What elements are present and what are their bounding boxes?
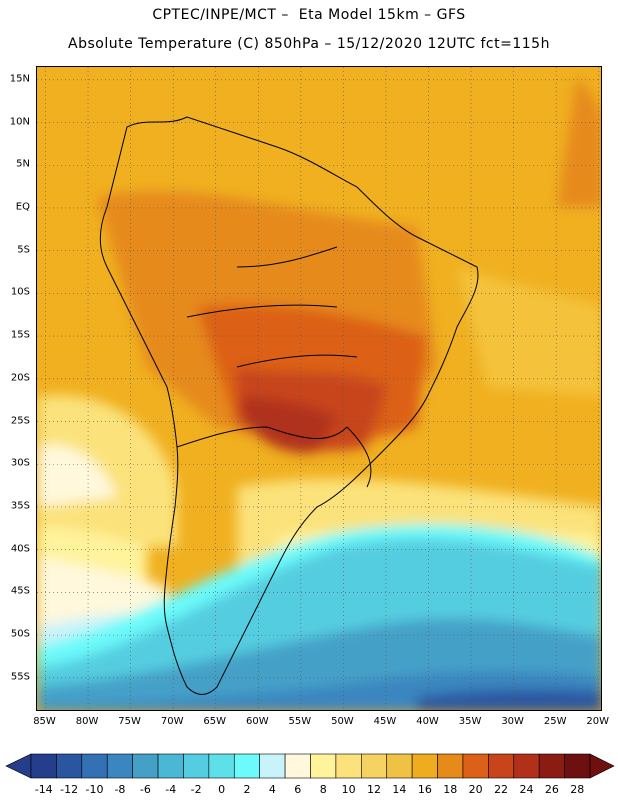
longitude-tick-label: 30W: [501, 716, 524, 727]
colorbar-tick-label: 18: [443, 783, 458, 796]
colorbar-swatch: [386, 753, 413, 779]
colorbar-swatch: [56, 753, 83, 779]
colorbar-swatch: [437, 753, 464, 779]
colorbar-swatch: [157, 753, 184, 779]
temperature-map: [36, 66, 602, 711]
colorbar-swatch: [310, 753, 337, 779]
colorbar-swatch: [284, 753, 311, 779]
longitude-tick-label: 35W: [458, 716, 482, 727]
map-subtitle: Absolute Temperature (C) 850hPa – 15/12/…: [68, 36, 550, 52]
colorbar-swatch: [106, 753, 133, 779]
latitude-tick-label: 20S: [10, 372, 30, 384]
latitude-tick-label: 5N: [16, 158, 30, 170]
colorbar-swatch: [513, 753, 540, 779]
colorbar-tick-label: -2: [190, 783, 202, 796]
longitude-tick-label: 70W: [160, 716, 184, 727]
colorbar-swatch: [183, 753, 210, 779]
latitude-tick-label: 15N: [9, 73, 30, 85]
latitude-tick-label: EQ: [15, 201, 30, 213]
latitude-tick-label: 50S: [10, 628, 30, 640]
longitude-tick-label: 20W: [586, 716, 610, 727]
colorbar-swatch: [81, 753, 108, 779]
latitude-tick-label: 45S: [10, 585, 30, 597]
colorbar-tick-label: -14: [34, 783, 53, 796]
colorbar-swatch: [538, 753, 565, 779]
latitude-tick-label: 30S: [10, 457, 30, 469]
colorbar-swatch: [208, 753, 235, 779]
latitude-tick-label: 40S: [10, 543, 30, 555]
colorbar-tick-label: -10: [85, 783, 104, 796]
map-title: CPTEC/INPE/MCT – Eta Model 15km – GFS: [152, 7, 466, 23]
colorbar-tick-label: 6: [294, 783, 302, 796]
latitude-tick-label: 15S: [10, 329, 30, 341]
latitude-tick-label: 35S: [10, 500, 30, 512]
colorbar-tick-label: 28: [570, 783, 585, 796]
colorbar-tick-label: -12: [60, 783, 79, 796]
colorbar-tick-label: 4: [268, 783, 276, 796]
latitude-tick-label: 10N: [9, 116, 30, 128]
longitude-tick-label: 45W: [373, 716, 397, 727]
colorbar-tick-label: 2: [243, 783, 251, 796]
colorbar-tick-label: 26: [544, 783, 559, 796]
colorbar-swatch: [259, 753, 286, 779]
colorbar-left-cap: [5, 753, 32, 779]
latitude-tick-label: 5S: [17, 244, 30, 256]
colorbar-swatch: [361, 753, 388, 779]
colorbar-swatch: [488, 753, 515, 779]
longitude-tick-label: 25W: [543, 716, 567, 727]
colorbar-tick-label: 22: [494, 783, 509, 796]
longitude-tick-label: 50W: [331, 716, 354, 727]
colorbar-tick-label: 12: [367, 783, 382, 796]
colorbar-tick-label: 14: [392, 783, 407, 796]
longitude-tick-label: 55W: [288, 716, 312, 727]
colorbar-tick-label: 20: [468, 783, 483, 796]
colorbar-tick-label: 24: [519, 783, 534, 796]
temperature-shading: [37, 77, 601, 710]
colorbar-swatch: [132, 753, 159, 779]
longitude-tick-label: 85W: [33, 716, 56, 727]
colorbar-tick-label: 8: [319, 783, 327, 796]
colorbar-tick-label: 0: [218, 783, 226, 796]
latitude-tick-label: 10S: [10, 286, 30, 298]
colorbar-tick-label: -6: [139, 783, 151, 796]
longitude-tick-label: 75W: [118, 716, 141, 727]
longitude-tick-label: 80W: [75, 716, 99, 727]
latitude-tick-label: 55S: [10, 671, 30, 683]
longitude-tick-label: 60W: [245, 716, 269, 727]
coastline: [99, 116, 479, 695]
colorbar-swatch: [411, 753, 438, 779]
colorbar-swatch: [564, 753, 591, 779]
latitude-tick-label: 25S: [10, 415, 30, 427]
colorbar-tick-label: -4: [165, 783, 177, 796]
colorbar-swatch: [335, 753, 362, 779]
colorbar-swatch: [233, 753, 260, 779]
colorbar-swatch: [30, 753, 57, 779]
colorbar-swatch: [462, 753, 489, 779]
colorbar-tick-label: 10: [341, 783, 356, 796]
colorbar-right-cap: [589, 753, 615, 779]
longitude-tick-label: 40W: [416, 716, 439, 727]
temperature-field: [37, 67, 601, 710]
colorbar-tick-label: 16: [417, 783, 432, 796]
longitude-tick-label: 65W: [203, 716, 227, 727]
colorbar: [5, 753, 615, 779]
colorbar-tick-label: -8: [114, 783, 126, 796]
